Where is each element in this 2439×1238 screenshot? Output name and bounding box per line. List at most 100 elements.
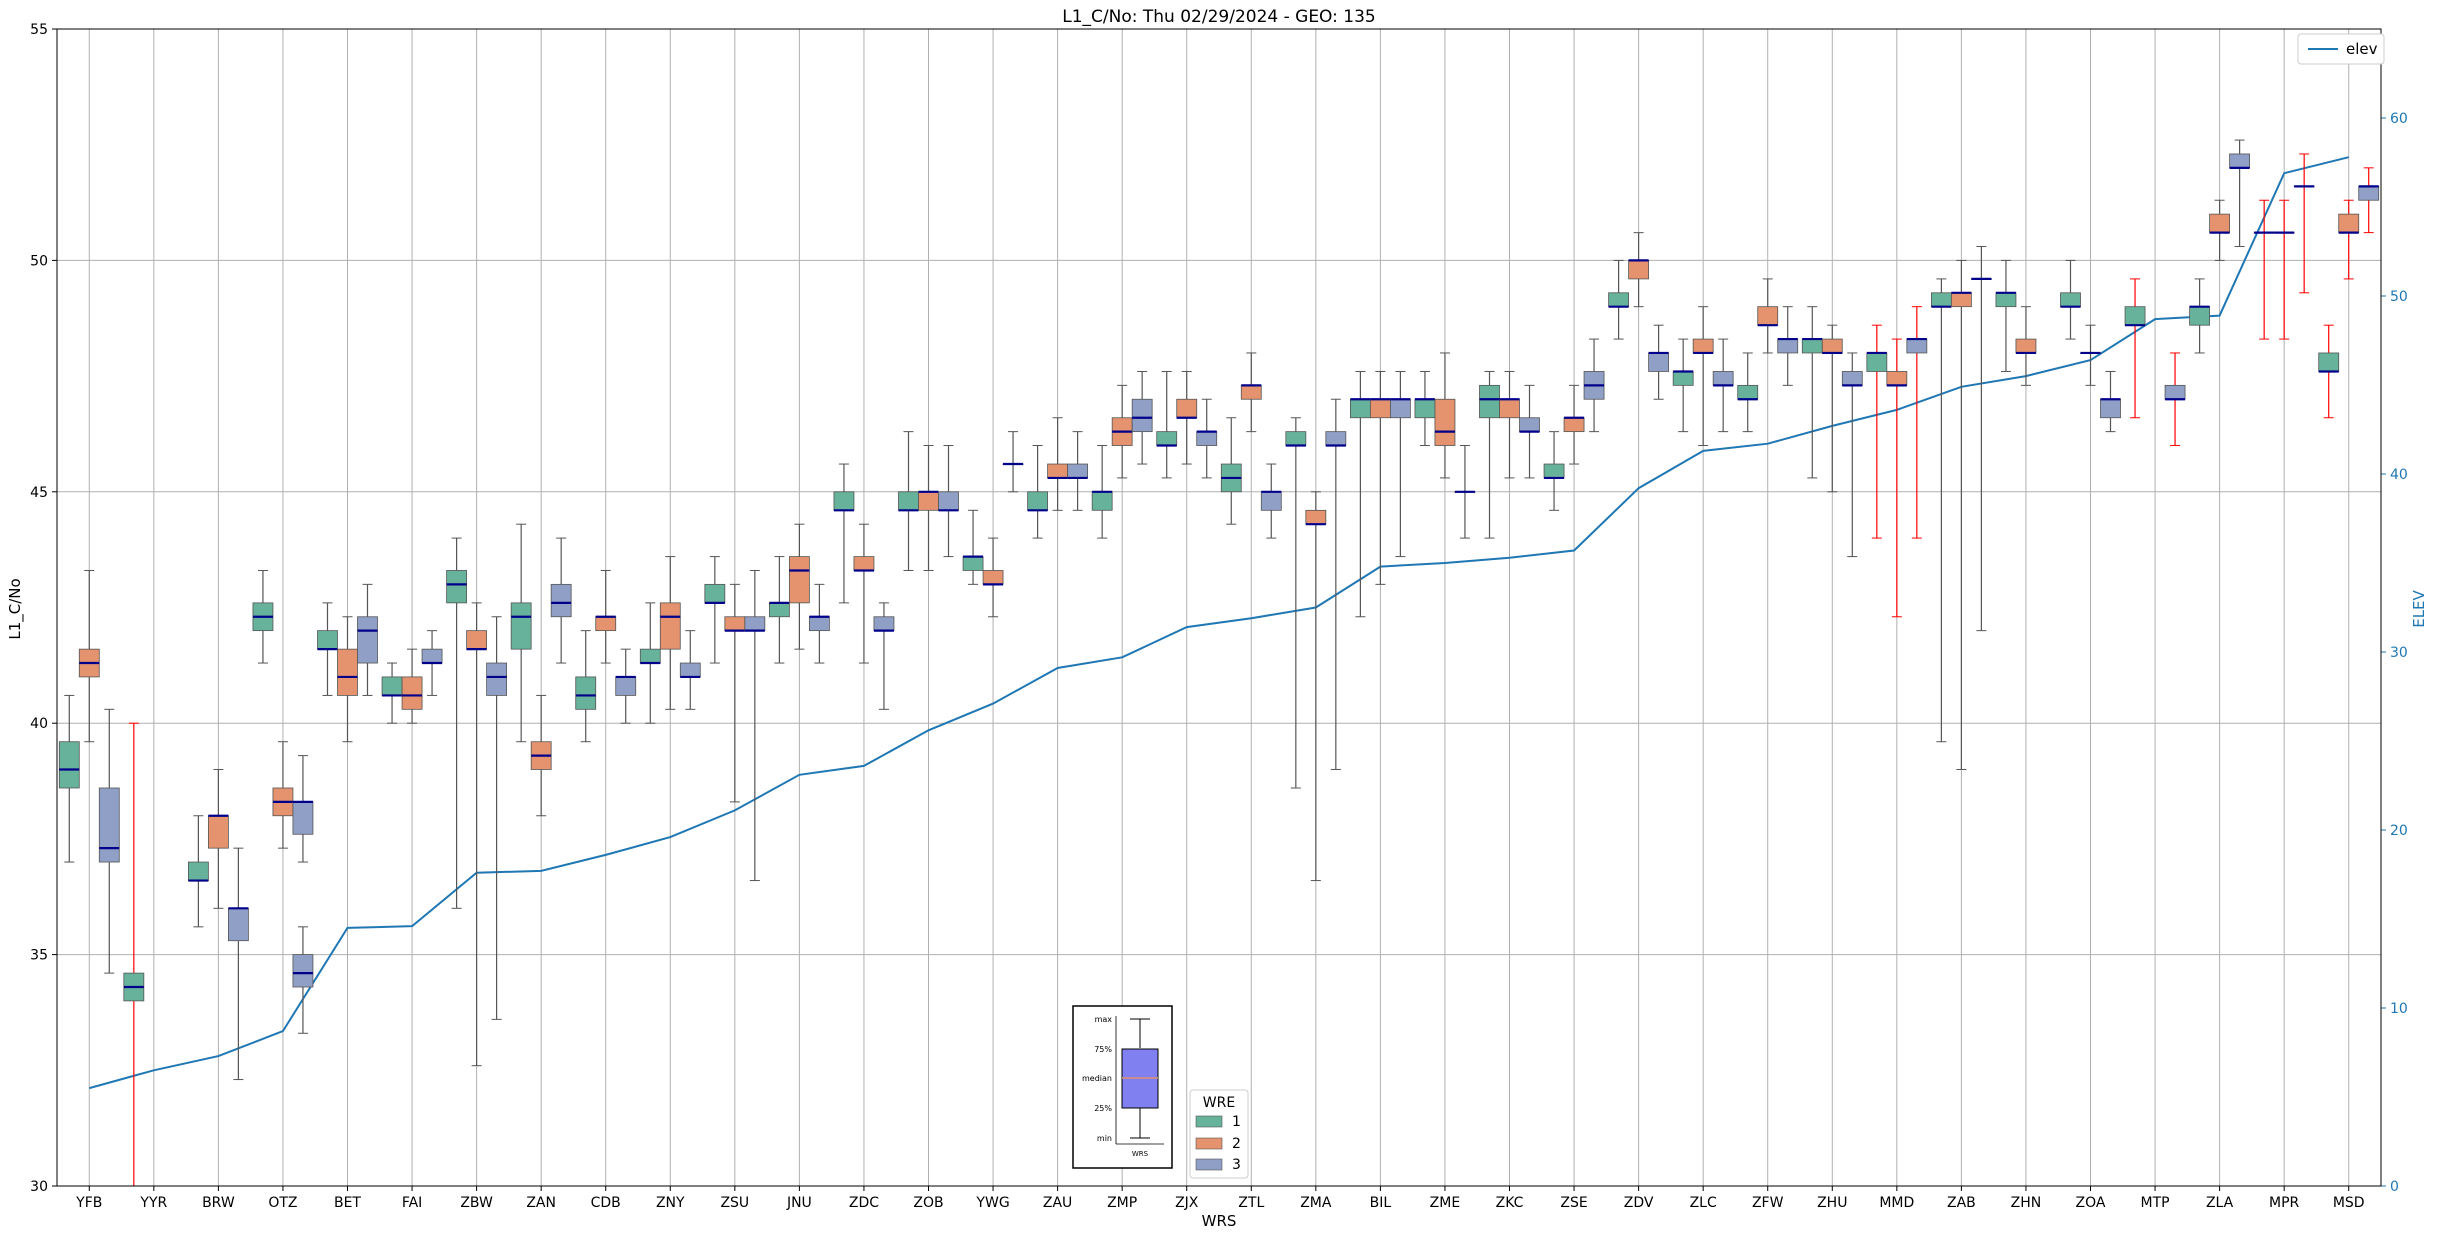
x-tick-label: ZHN [2011, 1195, 2042, 1211]
box-body [1712, 371, 1734, 386]
box-body [466, 630, 488, 650]
y-tick-label: 55 [30, 22, 48, 38]
box-body [615, 676, 637, 696]
x-tick-label: ZSE [1560, 1195, 1587, 1211]
x-tick-label: FAI [402, 1195, 422, 1211]
box-body [446, 570, 468, 604]
box-body [337, 648, 358, 696]
box-body [938, 491, 959, 511]
wre-legend-label-2: 2 [1232, 1136, 1241, 1152]
x-axis-label: WRS [1202, 1212, 1237, 1230]
wre-legend-label-3: 3 [1232, 1157, 1241, 1173]
box-body [1479, 384, 1500, 419]
box-body [1067, 463, 1089, 479]
y-tick-label: 35 [30, 948, 48, 964]
x-tick-label: YWG [975, 1195, 1009, 1211]
y-right-tick-label: 40 [2390, 467, 2408, 483]
x-tick-label: JNU [786, 1195, 812, 1211]
x-tick-label: BET [334, 1195, 361, 1211]
box-body [357, 616, 378, 664]
box-body [2318, 352, 2340, 372]
inset-label-max: max [1095, 1015, 1113, 1024]
x-tick-label: ZJX [1175, 1195, 1199, 1211]
box-body [98, 787, 120, 863]
box-body [1414, 398, 1436, 419]
box-body [744, 616, 766, 632]
x-tick-label: ZAN [526, 1195, 556, 1211]
x-tick-label: ZTL [1238, 1195, 1264, 1211]
wre-legend-swatch-1 [1195, 1115, 1223, 1128]
y-right-tick-label: 20 [2390, 823, 2408, 839]
x-tick-label: ZFW [1752, 1195, 1784, 1211]
x-tick-label: CDB [591, 1195, 621, 1211]
y-right-tick-label: 60 [2390, 111, 2408, 127]
box-key-inset: max 75% median 25% min WRS [1072, 1005, 1173, 1169]
x-tick-label: ZHU [1817, 1195, 1847, 1211]
box-body [962, 556, 984, 571]
box-body [187, 861, 209, 881]
y-tick-label: 50 [30, 253, 48, 269]
inset-label-median: median [1082, 1074, 1112, 1083]
wre-legend-title: WRE [1203, 1095, 1235, 1111]
box-body [1930, 292, 1952, 308]
x-tick-label: ZDC [849, 1195, 879, 1211]
wre-legend: WRE 1 2 3 [1189, 1089, 1249, 1179]
box-body [918, 491, 939, 511]
x-tick-label: ZSU [720, 1195, 749, 1211]
elev-legend: elev [2297, 33, 2385, 65]
box-body [2189, 306, 2211, 326]
box-body [1757, 306, 1779, 326]
box-body [853, 556, 875, 571]
box-body [2338, 213, 2360, 234]
box-body [808, 616, 830, 632]
box-body [873, 616, 895, 632]
wre-legend-swatch-3 [1195, 1158, 1223, 1171]
wre-legend-swatch-2 [1195, 1137, 1223, 1150]
elev-line [89, 156, 2349, 1090]
box-body [58, 741, 80, 789]
x-tick-label: MMD [1879, 1195, 1914, 1211]
elev-legend-label: elev [2346, 40, 2378, 58]
x-tick-label: ZLA [2206, 1195, 2234, 1211]
box-body [659, 602, 681, 650]
plot-frame [56, 28, 2382, 1187]
box-body [1906, 338, 1928, 354]
box-body [1369, 398, 1391, 419]
y-tick-label: 45 [30, 485, 48, 501]
x-tick-label: ZNY [656, 1195, 685, 1211]
box-body [2164, 384, 2186, 400]
box-body [1692, 338, 1714, 354]
box-body [401, 676, 423, 710]
y-tick-label: 40 [30, 716, 48, 732]
x-tick-label: BIL [1370, 1195, 1392, 1211]
box-body [1434, 398, 1456, 446]
y-right-tick-label: 50 [2390, 289, 2408, 305]
box-body [1995, 292, 2017, 308]
chart-title: L1_C/No: Thu 02/29/2024 - GEO: 135 [1062, 7, 1375, 27]
box-body [292, 954, 314, 988]
x-tick-label: OTZ [268, 1195, 297, 1211]
box-body [550, 583, 572, 618]
box-body [1389, 398, 1411, 419]
box-body [982, 570, 1004, 585]
box-body [1240, 384, 1262, 400]
inset-label-q1: 25% [1094, 1104, 1112, 1113]
box-series [58, 139, 2380, 1187]
box-body [421, 648, 443, 664]
box-body [2124, 306, 2146, 326]
box-body [1156, 431, 1178, 446]
box-body [1260, 491, 1282, 511]
y-axis-label: L1_C/No [6, 578, 25, 639]
box-body [1628, 259, 1650, 280]
box-body [2229, 153, 2251, 169]
box-body [292, 801, 314, 835]
box-body [1777, 338, 1799, 354]
box-body [1841, 371, 1863, 386]
y-right-tick-label: 30 [2390, 645, 2408, 661]
elev-series [89, 156, 2349, 1090]
box-body [1608, 292, 1630, 308]
x-tick-label: BRW [202, 1195, 235, 1211]
box-body [1349, 398, 1371, 419]
box-body [1543, 463, 1565, 479]
